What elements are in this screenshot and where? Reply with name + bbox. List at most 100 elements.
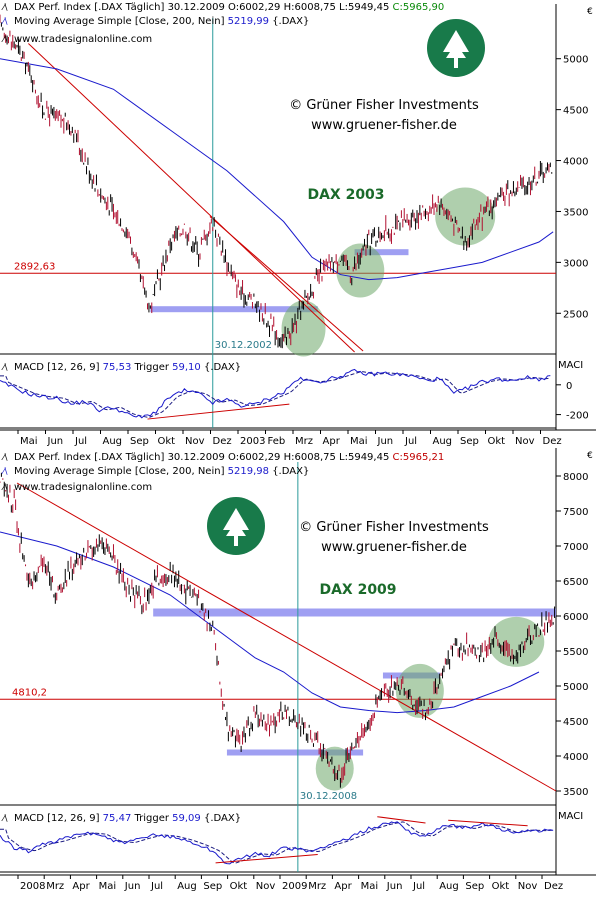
month-label: Okt [492,881,510,892]
month-label: Nov [515,436,535,447]
month-label: 2003 [240,436,265,447]
highlight-circle [395,663,444,718]
url-text: www.gruener-fisher.de [321,540,467,555]
header-segment: O:6002,29 [228,452,284,463]
month-label: Apr [323,436,341,447]
macd-header-segment: 59,10 [172,362,204,373]
month-label: Apr [72,881,90,892]
header-line-1: DAX Perf. Index [.DAX Täglich] 30.12.200… [14,2,444,13]
year-end-vline-label: 30.12.2008 [300,791,357,802]
y-tick-label: 5500 [563,647,588,658]
moving-average-line [0,531,540,714]
highlight-circle [488,616,545,667]
macd-header-segment: {.DAX} [204,813,241,824]
month-label: Nov [518,881,538,892]
year-end-vline-label: 30.12.2002 [215,340,272,351]
month-label: Sep [130,436,149,447]
y-tick-label: 4000 [563,752,588,763]
month-label: Mai [361,881,379,892]
header-segment: {.DAX} [272,16,309,27]
panel-p2009: €3500 4000 4500 5000 5500 6000 6500 7000 7500 800… [0,448,596,892]
month-label: Mrz [295,436,313,447]
y-tick-label: 4500 [563,106,588,117]
site-label: www.tradesignalonline.com [14,34,152,45]
y-tick-label: 7500 [563,507,588,518]
header-segment: 30.12.2009 [168,452,228,463]
tree-trunk [234,536,238,546]
month-label: Aug [177,881,197,892]
month-label: Jul [150,881,163,892]
month-label: Nov [185,436,205,447]
macd-header-segment: 75,47 [103,813,135,824]
month-label: Jun [386,881,403,892]
downtrend-line-2 [209,216,364,352]
macd-header-segment: Trigger [133,813,172,824]
macd-y-tick-label: -200 [566,411,589,422]
macd-header: MACD [12, 26, 9] 75,53 Trigger 59,10 {.D… [14,362,241,373]
highlight-circle [336,243,385,298]
y-tick-label: 6500 [563,577,588,588]
header-segment: H:6008,75 L:5949,45 [284,2,393,13]
month-label: Aug [433,436,453,447]
y-tick-label: 2500 [563,309,588,320]
y-tick-label: 6000 [563,612,588,623]
resistance-band [153,608,557,617]
currency-symbol: € [587,7,593,17]
support-band [150,306,318,313]
tree-trunk [454,58,458,68]
month-label: Dez [544,881,563,892]
panel-p2003: €2500 3000 3500 4000 4500 5000 2892,63 30.12.20… [0,2,596,447]
macd-line [0,821,554,865]
y-tick-label: 5000 [563,55,588,66]
month-label: Dez [213,436,232,447]
macd-divergence-line-3 [448,819,528,827]
month-label: Aug [439,881,459,892]
macd-line [0,368,551,419]
support-band [226,749,364,756]
highlight-circle [435,187,496,246]
macd-header-segment: MACD [12, 26, 9] [14,813,103,824]
trigger-line [0,371,551,418]
month-label: Okt [158,436,176,447]
y-tick-label: 3500 [563,207,588,218]
header-segment: Moving Average Simple [Close, 200, Nein] [14,466,228,477]
chart-title: DAX 2009 [319,582,396,598]
tree-shape [443,30,469,58]
price-bars [0,14,553,349]
header-segment: DAX Perf. Index [.DAX Täglich] [14,2,168,13]
macd-header: MACD [12, 26, 9] 75,47 Trigger 59,09 {.D… [14,813,241,824]
ma-icon: ⁄\ [1,467,9,477]
month-label: Mai [20,436,38,447]
month-label: Mrz [308,881,326,892]
header-segment: {.DAX} [272,466,309,477]
month-label: Jun [47,436,64,447]
month-label: Okt [488,436,506,447]
header-segment: 30.12.2009 [168,2,228,13]
header-line-2: Moving Average Simple [Close, 200, Nein]… [14,16,309,27]
url-text: www.gruener-fisher.de [311,118,457,133]
month-label: Mrz [46,881,64,892]
month-label: Mai [99,881,117,892]
site-icon: ⁄\ [1,35,9,45]
y-tick-label: 7000 [563,542,588,553]
macd-divergence-line-2 [377,816,426,824]
currency-symbol: € [587,451,593,461]
y-tick-label: 4500 [563,717,588,728]
macd-axis-title: MACI [558,360,583,371]
header-segment: 5219,98 [228,466,273,477]
site-icon: ⁄\ [1,483,9,493]
macd-header-segment: {.DAX} [204,362,241,373]
month-label: Jul [74,436,87,447]
macd-header-segment: Trigger [133,362,172,373]
ma-icon: ⁄\ [1,17,9,27]
panel-bg [0,4,596,430]
y-tick-label: 4000 [563,157,588,168]
header-segment: DAX Perf. Index [.DAX Täglich] [14,452,168,463]
header-segment: O:6002,29 [228,2,284,13]
y-tick-label: 3000 [563,258,588,269]
reference-hline-label: 4810,2 [12,687,47,698]
tree-shape [223,508,249,536]
month-label: Jun [377,436,394,447]
header-segment: 5219,99 [228,16,273,27]
